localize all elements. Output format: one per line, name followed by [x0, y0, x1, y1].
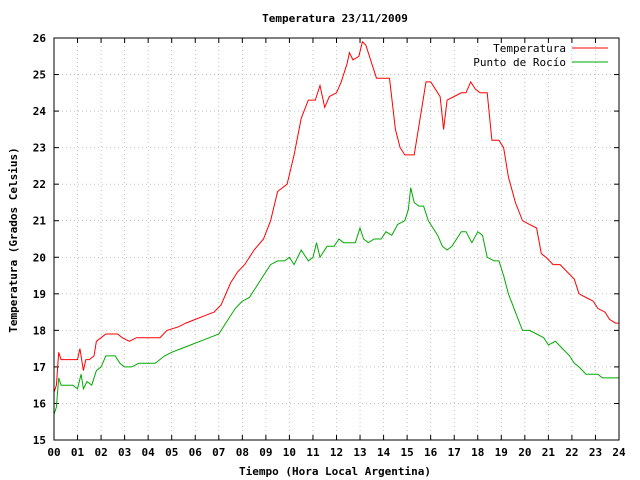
y-tick-label: 15 — [33, 434, 46, 447]
y-tick-label: 19 — [33, 288, 46, 301]
y-tick-label: 21 — [33, 215, 47, 228]
grid — [54, 38, 619, 440]
x-tick-label: 11 — [306, 446, 320, 459]
series-lines — [53, 40, 619, 415]
y-tick-label: 17 — [33, 361, 46, 374]
series-line-temperatura — [53, 40, 619, 393]
x-tick-label: 08 — [236, 446, 249, 459]
axis-ticks: 00 01 02 03 04 05 06 07 08 09 10 11 12 13 14 15 16 17 18 19… — [33, 32, 626, 459]
x-tick-label: 17 — [448, 446, 461, 459]
x-tick-label: 23 — [589, 446, 602, 459]
plot-frame — [53, 37, 620, 441]
legend-label-punto-de-rocio: Punto de Rocío — [473, 56, 566, 69]
x-tick-label: 06 — [189, 446, 203, 459]
x-tick-label: 22 — [565, 446, 578, 459]
x-tick-label: 03 — [118, 446, 131, 459]
x-tick-label: 15 — [401, 446, 414, 459]
x-tick-label: 12 — [330, 446, 343, 459]
chart-title: Temperatura 23/11/2009 — [262, 12, 408, 25]
y-tick-label: 23 — [33, 142, 46, 155]
x-tick-label: 00 — [47, 446, 60, 459]
x-tick-label: 21 — [542, 446, 556, 459]
y-tick-label: 20 — [33, 251, 46, 264]
y-tick-label: 16 — [33, 397, 47, 410]
x-tick-label: 13 — [353, 446, 366, 459]
x-tick-label: 24 — [612, 446, 626, 459]
y-tick-label: 24 — [33, 105, 47, 118]
y-tick-label: 18 — [33, 324, 46, 337]
x-tick-label: 20 — [518, 446, 531, 459]
x-tick-label: 09 — [259, 446, 272, 459]
x-tick-label: 02 — [94, 446, 107, 459]
x-tick-label: 05 — [165, 446, 178, 459]
y-tick-label: 25 — [33, 69, 46, 82]
x-tick-label: 18 — [471, 446, 484, 459]
x-axis-label: Tiempo (Hora Local Argentina) — [239, 465, 431, 478]
x-tick-label: 16 — [424, 446, 438, 459]
x-tick-label: 14 — [377, 446, 391, 459]
x-tick-label: 19 — [495, 446, 508, 459]
legend-label-temperatura: Temperatura — [493, 42, 566, 55]
y-tick-label: 26 — [33, 32, 47, 45]
series-line-punto-de-rocio — [53, 187, 619, 415]
x-tick-label: 10 — [283, 446, 296, 459]
x-tick-label: 07 — [212, 446, 225, 459]
legend: Temperatura Punto de Rocío — [473, 42, 608, 69]
x-tick-label: 04 — [142, 446, 156, 459]
y-tick-label: 22 — [33, 178, 46, 191]
y-axis-label: Temperatura (Grados Celsius) — [7, 147, 20, 332]
x-tick-label: 01 — [71, 446, 85, 459]
